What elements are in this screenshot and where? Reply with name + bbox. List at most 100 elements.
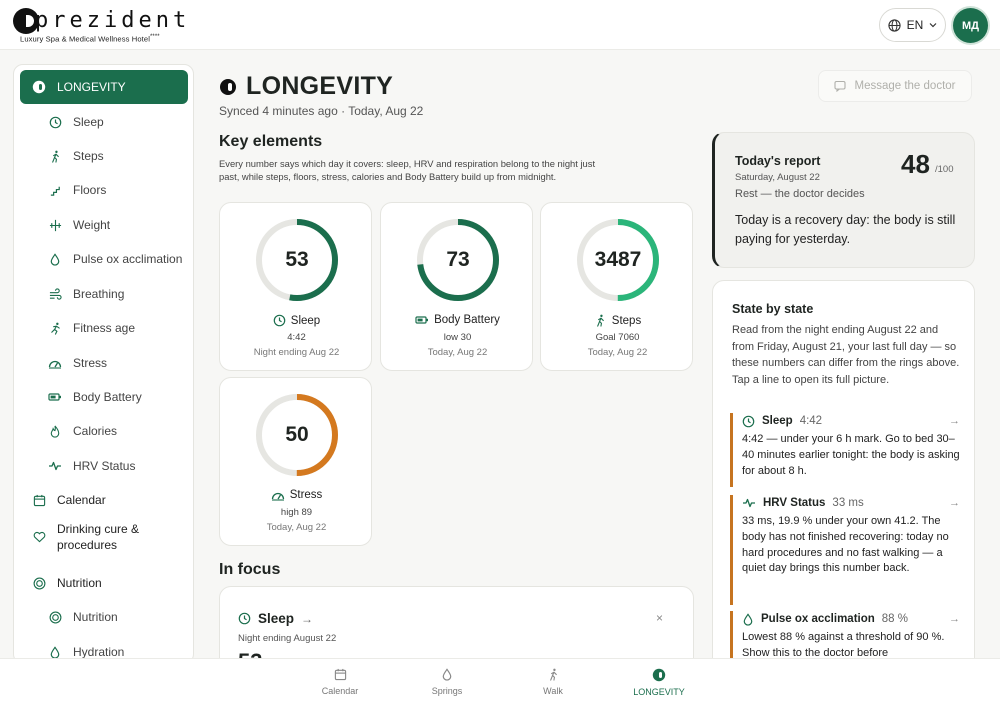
walking-icon <box>48 149 62 163</box>
longevity-icon <box>219 78 237 96</box>
brand-stars: **** <box>149 34 160 40</box>
bottom-nav-label: Springs <box>431 686 463 696</box>
state-item-text: 4:42 — under your 6 h mark. Go to bed 30… <box>742 433 960 477</box>
metric-card-steps[interactable]: 3487 Steps Goal 7060 Today, Aug 22 <box>540 202 693 371</box>
gauge-icon <box>48 356 62 370</box>
logo-mark-icon <box>13 8 39 34</box>
sync-status: Synced 4 minutes ago · Today, Aug 22 <box>219 104 424 118</box>
arrow-right-icon: → <box>301 611 314 626</box>
longevity-icon <box>652 668 666 682</box>
sidebar: LONGEVITY Sleep Steps Floors Weight Pulse ox … <box>13 64 194 664</box>
state-item-hrv-status[interactable]: HRV Status 33 ms → 33 ms, 19.9 % under y… <box>730 495 960 605</box>
sidebar-item-label: Pulse ox acclimation <box>73 252 183 266</box>
ring-label-text: Stress <box>289 489 323 501</box>
progress-ring: 73 <box>415 217 501 303</box>
ring-label: Steps <box>541 314 694 327</box>
message-doctor-label: Message the doctor <box>854 80 956 92</box>
sidebar-item-floors[interactable]: Floors <box>20 173 188 207</box>
sidebar-item-label: Fitness age <box>73 321 136 335</box>
sidebar-item-nutrition[interactable]: Nutrition <box>20 600 188 634</box>
state-item-name: HRV Status <box>763 497 826 509</box>
bottom-nav-longevity[interactable]: LONGEVITY <box>614 668 704 697</box>
focus-card-title[interactable]: Sleep → <box>238 611 313 626</box>
sidebar-item-steps[interactable]: Steps <box>20 139 188 173</box>
avatar[interactable]: МД <box>953 8 988 43</box>
bottom-nav-springs[interactable]: Springs <box>402 668 492 696</box>
sidebar-item-label: Nutrition <box>57 576 102 590</box>
sidebar-item-label: Hydration <box>73 645 125 659</box>
sidebar-item-sleep[interactable]: Sleep <box>20 105 188 139</box>
ring-period: Today, Aug 22 <box>427 347 488 358</box>
sidebar-item-body-battery[interactable]: Body Battery <box>20 380 188 414</box>
sidebar-item-breathing[interactable]: Breathing <box>20 277 188 311</box>
calendar-icon <box>334 668 347 681</box>
stairs-icon <box>48 183 62 197</box>
sidebar-item-calendar[interactable]: Calendar <box>20 483 188 517</box>
battery-icon <box>415 315 429 325</box>
sidebar-item-hydration[interactable]: Hydration <box>20 635 188 663</box>
nutrition-icon <box>48 610 62 624</box>
bottom-nav-label: Calendar <box>321 686 359 696</box>
state-item-text: 33 ms, 19.9 % under your own 41.2. The b… <box>742 515 949 575</box>
metric-card-body-battery[interactable]: 73 Body Battery low 30 Today, Aug 22 <box>380 202 533 371</box>
brand-tagline: Luxury Spa & Medical Wellness Hotel**** <box>20 34 160 44</box>
sidebar-item-label: Calories <box>73 424 118 438</box>
ring-value: 53 <box>285 248 309 271</box>
sidebar-item-label: Stress <box>73 356 108 370</box>
brand-logo[interactable]: prezident Luxury Spa & Medical Wellness … <box>13 6 188 46</box>
state-item-text: Lowest 88 % against a threshold of 90 %.… <box>742 631 945 659</box>
sidebar-item-weight[interactable]: Weight <box>20 208 188 242</box>
sidebar-item-pulse-ox-acclimation[interactable]: Pulse ox acclimation <box>20 242 188 276</box>
progress-ring: 3487 <box>575 217 661 303</box>
state-item-sleep[interactable]: Sleep 4:42 → 4:42 — under your 6 h mark.… <box>730 413 960 487</box>
message-doctor-button[interactable]: Message the doctor <box>818 70 972 102</box>
state-item-value: 33 ms <box>832 497 864 509</box>
todays-report-card[interactable]: Today's report Saturday, August 22 Rest … <box>712 132 975 268</box>
sidebar-item-fitness-age[interactable]: Fitness age <box>20 311 188 345</box>
ring-detail: low 30 <box>443 332 472 343</box>
weight-icon <box>48 218 62 232</box>
sidebar-item-stress[interactable]: Stress <box>20 346 188 380</box>
metric-card-stress[interactable]: 50 Stress high 89 Today, Aug 22 <box>219 377 372 546</box>
drop-icon <box>441 668 453 681</box>
bottom-nav-label: LONGEVITY <box>633 687 685 697</box>
clock-icon <box>48 115 62 129</box>
bottom-nav-calendar[interactable]: Calendar <box>295 668 385 696</box>
gauge-icon <box>271 489 285 501</box>
page-title-text: LONGEVITY <box>246 72 394 100</box>
sidebar-item-label: Nutrition <box>73 610 118 624</box>
sidebar-item-label: LONGEVITY <box>57 80 126 94</box>
state-item-name: Pulse ox acclimation <box>761 613 875 625</box>
state-item-header: HRV Status 33 ms → <box>742 495 960 511</box>
sidebar-item-longevity[interactable]: LONGEVITY <box>20 70 188 104</box>
pulse-icon <box>48 459 62 473</box>
ring-detail: high 89 <box>280 507 313 518</box>
sidebar-item-drinking-cure-procedures[interactable]: Drinking cure & procedures <box>20 517 188 557</box>
progress-ring: 53 <box>254 217 340 303</box>
calendar-icon <box>32 493 46 507</box>
close-icon[interactable]: × <box>656 611 664 625</box>
ring-period: Night ending Aug 22 <box>253 347 340 358</box>
sidebar-item-calories[interactable]: Calories <box>20 414 188 448</box>
top-header: prezident Luxury Spa & Medical Wellness … <box>0 0 1000 50</box>
sidebar-item-label: Drinking cure & procedures <box>57 522 140 552</box>
bottom-nav-label: Walk <box>543 686 563 696</box>
report-title: Today's report <box>735 154 821 168</box>
ring-period: Today, Aug 22 <box>266 522 327 533</box>
chat-icon <box>834 80 847 92</box>
sidebar-item-label: Body Battery <box>73 390 142 404</box>
clock-icon <box>238 612 251 625</box>
ring-value: 73 <box>446 248 470 271</box>
state-item-value: 4:42 <box>799 415 823 427</box>
sidebar-item-nutrition[interactable]: Nutrition <box>20 566 188 600</box>
metric-card-sleep[interactable]: 53 Sleep 4:42 Night ending Aug 22 <box>219 202 372 371</box>
report-summary: Today is a recovery day: the body is sti… <box>735 213 956 246</box>
sidebar-item-hrv-status[interactable]: HRV Status <box>20 449 188 483</box>
ring-value: 50 <box>285 423 309 446</box>
bottom-nav-walk[interactable]: Walk <box>508 668 598 696</box>
page-title: LONGEVITY <box>219 72 393 101</box>
state-item-pulse-ox-acclimation[interactable]: Pulse ox acclimation 88 % → Lowest 88 % … <box>730 611 960 679</box>
flame-icon <box>48 424 62 438</box>
language-selector[interactable]: EN <box>879 8 946 42</box>
focus-period: Night ending August 22 <box>238 633 337 644</box>
